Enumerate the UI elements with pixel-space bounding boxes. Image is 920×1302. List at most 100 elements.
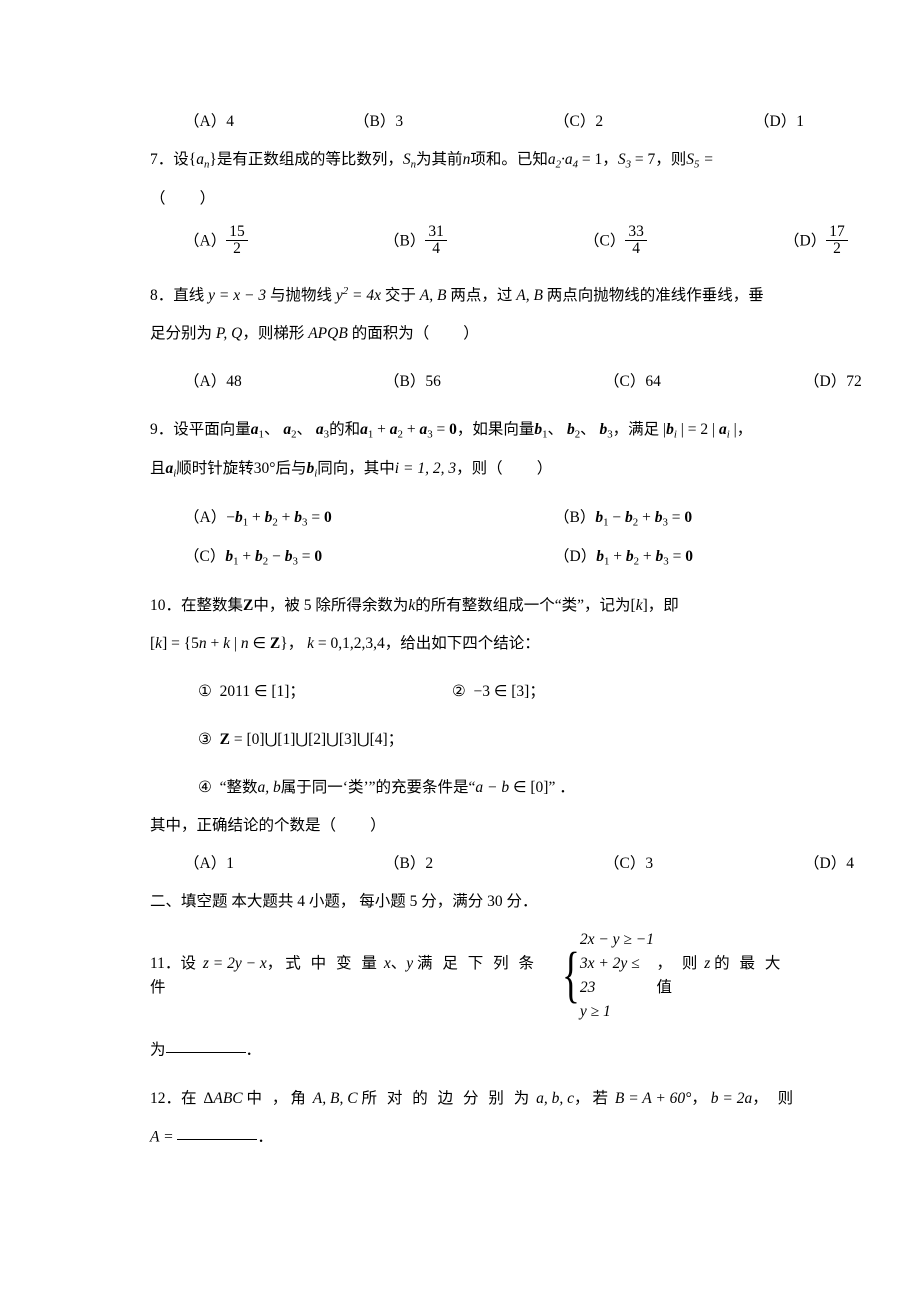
vec: a bbox=[360, 421, 368, 438]
q11-right: ， 则 z 的 最 大 值 bbox=[656, 952, 805, 1000]
t: ） bbox=[370, 817, 386, 834]
t: 中，被 5 除所得余数为 bbox=[253, 597, 408, 614]
q12-cond2: b = 2a bbox=[711, 1090, 752, 1107]
den: 4 bbox=[425, 241, 447, 257]
t: ，若 bbox=[574, 1090, 611, 1107]
q8-PQ: P, Q bbox=[216, 325, 242, 342]
den: 2 bbox=[226, 241, 248, 257]
t: 属于同一‘类’”的充要条件是“ bbox=[281, 779, 476, 796]
q7-text: ，则 bbox=[655, 151, 686, 168]
q7-option-d: （D）172 bbox=[784, 225, 848, 259]
q12-abc: a, b, c bbox=[536, 1090, 574, 1107]
q7-cond1: a2·a4 bbox=[548, 151, 578, 168]
t: 交于 bbox=[385, 287, 416, 304]
q12-line2: A = ． bbox=[150, 1125, 805, 1150]
q8-eq1: y = x − 3 bbox=[208, 287, 266, 304]
zero-vector: 0 bbox=[449, 421, 457, 438]
s: 、 bbox=[548, 421, 564, 438]
q11-left: 11．设 z = 2y − x，式 中 变 量 x、y 满 足 下 列 条 件 bbox=[150, 952, 552, 1000]
label: （C） bbox=[184, 548, 225, 565]
q7-option-a: （A）152 bbox=[184, 225, 384, 259]
t: 后与 bbox=[276, 460, 307, 477]
q9-line1: 9．设平面向量a1、 a2、 a3的和a1 + a2 + a3 = 0，如果向量… bbox=[150, 418, 805, 443]
q7-option-c: （C）334 bbox=[584, 225, 784, 259]
sys-row2: 3x + 2y ≤ 23 bbox=[580, 952, 657, 1000]
fill-blank bbox=[166, 1037, 246, 1054]
q10-Z: Z bbox=[243, 597, 253, 614]
q8-APQB: APQB bbox=[308, 325, 348, 342]
q7-S3: S3 bbox=[618, 151, 631, 168]
label: （A） bbox=[184, 232, 226, 249]
t: ” ． bbox=[548, 779, 574, 796]
q10-line1: 10．在整数集Z中，被 5 除所得余数为k的所有整数组成一个“类”，记为[k]，… bbox=[150, 594, 805, 618]
t: 为 bbox=[150, 1041, 166, 1058]
q11-xy: x bbox=[384, 955, 391, 972]
label: （B） bbox=[554, 509, 595, 526]
q9-number: 9． bbox=[150, 421, 173, 438]
q9-angle: 30° bbox=[254, 460, 276, 477]
label: （C） bbox=[584, 232, 625, 249]
t: ） bbox=[537, 460, 553, 477]
q10-option-d: （D）4 bbox=[804, 852, 854, 876]
t: ， bbox=[691, 1090, 707, 1107]
q6-options-row: （A）4 （B）3 （C）2 （D）1 bbox=[150, 110, 805, 134]
t: 直线 bbox=[173, 287, 204, 304]
t: 两点，过 bbox=[450, 287, 512, 304]
t: 与抛物线 bbox=[270, 287, 332, 304]
num: 33 bbox=[625, 224, 647, 241]
q10-number: 10． bbox=[150, 597, 181, 614]
q9-option-d: （D）b1 + b2 + b3 = 0 bbox=[554, 545, 693, 570]
q6-option-b: （B）3 bbox=[354, 110, 554, 134]
q11-number: 11． bbox=[150, 955, 180, 972]
q12-line1: 12．在 ΔABC 中 ，角 A, B, C 所 对 的 边 分 别 为 a, … bbox=[150, 1087, 805, 1111]
q11-system: { 2x − y ≥ −1 3x + 2y ≤ 23 y ≥ 1 bbox=[556, 928, 656, 1024]
t: | = 2 | bbox=[681, 421, 715, 438]
q12-number: 12． bbox=[150, 1090, 181, 1107]
vec-a2: a bbox=[283, 421, 291, 438]
q7-open: （ bbox=[150, 190, 166, 207]
q11-line2: 为． bbox=[150, 1038, 805, 1063]
q12-A: A = bbox=[150, 1128, 174, 1145]
q10-item3: ③ Z = [0]⋃[1]⋃[2]⋃[3]⋃[4]； bbox=[150, 728, 805, 752]
q7-S5: S5 = bbox=[686, 151, 714, 168]
q9-options-row1: （A）−b1 + b2 + b3 = 0 （B）b1 − b2 + b3 = 0 bbox=[150, 506, 805, 531]
q10-kvals: k bbox=[307, 635, 314, 652]
q11-zeq: z = 2y − x bbox=[203, 955, 267, 972]
q12-tri: ΔABC bbox=[203, 1090, 242, 1107]
q7-cond1-rhs: = 1 bbox=[582, 151, 602, 168]
section2-heading: 二、填空题 本大题共 4 小题， 每小题 5 分，满分 30 分． bbox=[150, 890, 805, 914]
q10-options-row: （A）1 （B）2 （C）3 （D）4 bbox=[150, 852, 805, 876]
q7-text: 项和。已知 bbox=[470, 151, 548, 168]
q8-option-c: （C）64 bbox=[604, 370, 804, 394]
t: ， 则 bbox=[752, 1090, 796, 1107]
num: 31 bbox=[425, 224, 447, 241]
t: ，则梯形 bbox=[242, 325, 304, 342]
t: 的和 bbox=[329, 421, 360, 438]
t: 且 bbox=[150, 460, 166, 477]
circ: ③ bbox=[198, 731, 212, 748]
label: （B） bbox=[384, 232, 425, 249]
q10-item1: ① 2011 ∈ [1]； bbox=[198, 680, 448, 704]
lbrace-icon: { bbox=[562, 951, 580, 1001]
t: 其中，正确结论的个数是（ bbox=[150, 817, 336, 834]
exam-page: （A）4 （B）3 （C）2 （D）1 7．设{an}是有正数组成的等比数列，S… bbox=[0, 0, 920, 1302]
s: 、 bbox=[297, 421, 313, 438]
q9-option-c: （C）b1 + b2 − b3 = 0 bbox=[184, 545, 554, 570]
vec-bi: b bbox=[666, 421, 674, 438]
q10-item-row1: ① 2011 ∈ [1]； ② −3 ∈ [3]； bbox=[150, 680, 805, 704]
t: ． bbox=[246, 1041, 262, 1058]
q12-ABC: A, B, C bbox=[313, 1090, 358, 1107]
t: ，给出如下四个结论： bbox=[385, 635, 540, 652]
t: ，满足 | bbox=[613, 421, 666, 438]
q7-close: ） bbox=[200, 190, 216, 207]
t: “整数 bbox=[220, 779, 258, 796]
circ: ④ bbox=[198, 779, 212, 796]
den: 2 bbox=[826, 241, 848, 257]
sys-row3: y ≥ 1 bbox=[580, 1000, 657, 1024]
q12-cond1: B = A + 60° bbox=[615, 1090, 692, 1107]
q6-option-a: （A）4 bbox=[184, 110, 354, 134]
num: 15 bbox=[226, 224, 248, 241]
q10-brk: [k] bbox=[631, 597, 648, 614]
q7-text: 设 bbox=[173, 151, 189, 168]
q7-text: 是有正数组成的等比数列， bbox=[217, 151, 403, 168]
